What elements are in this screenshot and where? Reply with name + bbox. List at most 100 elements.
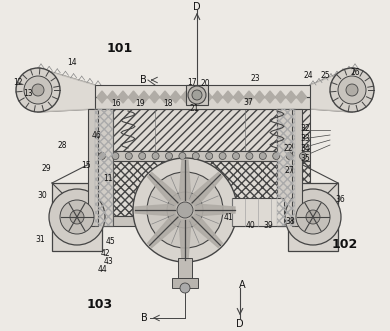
Polygon shape [97,97,107,103]
Polygon shape [170,91,181,97]
Text: 20: 20 [200,78,210,87]
Bar [292,109,302,226]
Polygon shape [195,204,235,216]
Text: 43: 43 [103,258,113,266]
Polygon shape [202,97,212,103]
Circle shape [330,68,374,112]
Text: 35: 35 [300,154,310,163]
Circle shape [167,192,203,228]
Circle shape [133,158,237,262]
Text: 18: 18 [163,99,173,108]
Text: 101: 101 [107,41,133,55]
Circle shape [99,153,106,160]
Text: 34: 34 [300,144,310,153]
Bar [95,97,310,109]
Circle shape [139,153,146,160]
Polygon shape [179,160,191,200]
Polygon shape [139,97,149,103]
Polygon shape [188,172,222,207]
Polygon shape [149,91,160,97]
Polygon shape [118,91,128,97]
Bar [288,183,338,251]
Circle shape [338,76,366,104]
Circle shape [232,153,239,160]
Text: 12: 12 [13,77,23,86]
Text: 15: 15 [81,161,91,169]
Polygon shape [147,172,182,207]
Bar [95,151,310,161]
Polygon shape [170,97,181,103]
Text: 40: 40 [245,220,255,229]
Polygon shape [38,68,95,112]
Polygon shape [160,91,170,97]
Text: 39: 39 [263,220,273,229]
Polygon shape [296,91,307,97]
Circle shape [112,153,119,160]
Polygon shape [149,97,160,103]
Polygon shape [108,97,117,103]
Text: B: B [141,313,147,323]
Text: 31: 31 [35,235,45,245]
Circle shape [188,86,206,104]
Text: 102: 102 [332,239,358,252]
Circle shape [147,172,223,248]
Polygon shape [191,91,202,97]
Circle shape [180,283,190,293]
Text: 44: 44 [97,265,107,274]
Polygon shape [286,91,296,97]
Circle shape [246,153,253,160]
Polygon shape [128,91,138,97]
Circle shape [206,153,213,160]
Polygon shape [108,91,117,97]
Polygon shape [139,91,149,97]
Polygon shape [265,97,275,103]
Circle shape [192,153,199,160]
Bar [95,109,113,226]
Circle shape [165,153,172,160]
Text: 24: 24 [303,71,313,79]
Polygon shape [188,213,222,248]
Polygon shape [181,97,191,103]
Circle shape [192,90,202,100]
Polygon shape [160,97,170,103]
Text: 14: 14 [67,58,77,67]
Polygon shape [286,97,296,103]
Text: 38: 38 [285,217,295,226]
Bar [277,109,295,226]
Text: 37: 37 [243,98,253,107]
Polygon shape [179,220,191,260]
Circle shape [296,200,330,234]
Polygon shape [213,97,223,103]
Text: 11: 11 [103,173,113,182]
Polygon shape [118,97,128,103]
Circle shape [179,153,186,160]
Text: B: B [140,75,146,85]
Circle shape [273,153,280,160]
Text: 26: 26 [350,68,360,76]
Polygon shape [213,91,223,97]
Polygon shape [244,91,254,97]
Text: 45: 45 [105,238,115,247]
Bar [88,109,98,226]
Polygon shape [181,91,191,97]
Bar [95,109,113,226]
Polygon shape [135,204,175,216]
Text: 22: 22 [283,144,293,153]
Text: 13: 13 [23,88,33,98]
Polygon shape [128,97,138,103]
Text: 21: 21 [189,104,199,113]
Text: 41: 41 [223,213,233,222]
Text: 23: 23 [250,73,260,82]
Bar [95,216,310,226]
Polygon shape [296,97,307,103]
Bar [178,258,192,278]
Polygon shape [310,68,352,112]
Text: 16: 16 [111,99,121,108]
Bar [277,109,295,226]
Text: 46: 46 [91,130,101,139]
Polygon shape [202,91,212,97]
Bar [95,161,310,216]
Circle shape [125,153,132,160]
Polygon shape [244,97,254,103]
Circle shape [49,189,105,245]
